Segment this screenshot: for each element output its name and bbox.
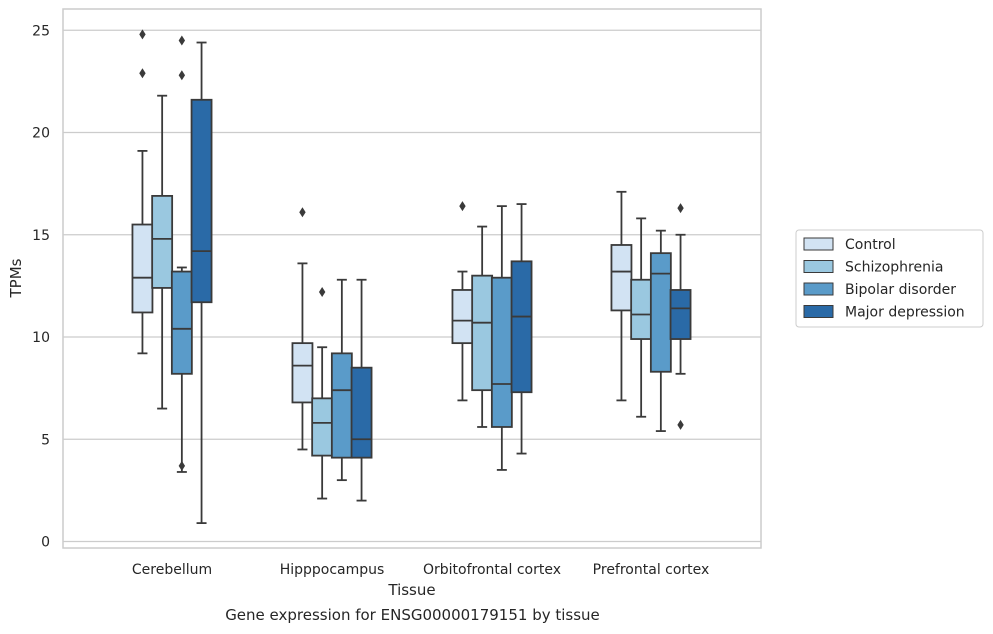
box-hipppocampus-major-depression bbox=[350, 278, 373, 502]
outlier-point bbox=[139, 29, 146, 40]
box-prefrontal-cortex-major-depression bbox=[669, 203, 692, 430]
box-iqr bbox=[669, 289, 692, 340]
box-prefrontal-cortex-schizophrenia bbox=[630, 217, 653, 418]
box-iqr bbox=[330, 352, 353, 459]
box-iqr bbox=[190, 98, 213, 304]
y-tick-label-25: 25 bbox=[32, 23, 50, 39]
box-iqr bbox=[471, 274, 494, 392]
legend-swatch-bipolar-disorder bbox=[803, 282, 834, 296]
y-tick-label-5: 5 bbox=[41, 432, 50, 448]
x-tick-label-hipppocampus: Hipppocampus bbox=[280, 562, 385, 578]
y-tick-label-20: 20 bbox=[32, 126, 50, 142]
outlier-point bbox=[318, 287, 326, 298]
box-orbitofrontal-cortex-major-depression bbox=[510, 203, 533, 455]
y-tick-label-15: 15 bbox=[32, 228, 50, 244]
x-tick-label-orbitofrontal-cortex: Orbitofrontal cortex bbox=[423, 562, 561, 578]
y-tick-label-0: 0 bbox=[41, 535, 50, 551]
box-hipppocampus-control bbox=[291, 207, 314, 451]
box-cerebellum-major-depression bbox=[190, 41, 213, 524]
box-iqr bbox=[649, 252, 672, 373]
legend-label-bipolar-disorder: Bipolar disorder bbox=[845, 282, 956, 298]
box-iqr bbox=[630, 278, 653, 340]
outlier-point bbox=[299, 207, 306, 218]
box-orbitofrontal-cortex-control bbox=[451, 201, 474, 402]
box-iqr bbox=[510, 260, 533, 394]
outlier-point bbox=[677, 203, 684, 214]
box-iqr bbox=[350, 366, 373, 459]
legend-label-schizophrenia: Schizophrenia bbox=[845, 260, 943, 276]
legend-label-control: Control bbox=[845, 237, 896, 253]
outlier-point bbox=[178, 460, 186, 471]
box-iqr bbox=[291, 342, 314, 404]
plot-frame bbox=[62, 8, 762, 549]
box-iqr bbox=[170, 270, 193, 375]
box-prefrontal-cortex-control bbox=[610, 190, 633, 402]
box-iqr bbox=[151, 194, 174, 289]
figure-caption: Gene expression for ENSG00000179151 by t… bbox=[225, 606, 600, 624]
legend-frame bbox=[795, 229, 984, 328]
outlier-point bbox=[139, 68, 146, 79]
legend: Control Schizophrenia Bipolar disorder Majo… bbox=[795, 229, 984, 328]
legend-swatch-schizophrenia bbox=[803, 260, 834, 273]
box-cerebellum-bipolar-disorder bbox=[170, 35, 193, 473]
box-iqr bbox=[610, 244, 633, 312]
outlier-point bbox=[178, 35, 186, 46]
legend-swatch-control bbox=[803, 237, 834, 251]
boxes-layer bbox=[131, 29, 692, 524]
outlier-point bbox=[459, 201, 466, 212]
x-axis-label: Tissue bbox=[387, 581, 435, 599]
box-cerebellum-control bbox=[131, 29, 154, 355]
box-iqr bbox=[311, 397, 334, 457]
box-iqr bbox=[131, 223, 154, 314]
box-iqr bbox=[490, 276, 513, 428]
y-tick-label-10: 10 bbox=[32, 330, 50, 346]
outlier-point bbox=[677, 419, 684, 430]
legend-label-major-depression: Major depression bbox=[845, 305, 965, 321]
y-tick-labels: 0 5 10 15 20 25 bbox=[32, 23, 50, 550]
box-prefrontal-cortex-bipolar-disorder bbox=[649, 229, 672, 432]
box-cerebellum-schizophrenia bbox=[151, 94, 174, 410]
y-axis-label: TPMs bbox=[7, 258, 25, 298]
legend-swatch-major-depression bbox=[803, 305, 834, 318]
box-iqr bbox=[451, 289, 474, 345]
outlier-point bbox=[178, 70, 186, 81]
x-tick-label-prefrontal-cortex: Prefrontal cortex bbox=[593, 562, 710, 578]
x-tick-labels: Cerebellum Hipppocampus Orbitofrontal cort… bbox=[132, 562, 709, 578]
x-tick-label-cerebellum: Cerebellum bbox=[132, 562, 212, 578]
